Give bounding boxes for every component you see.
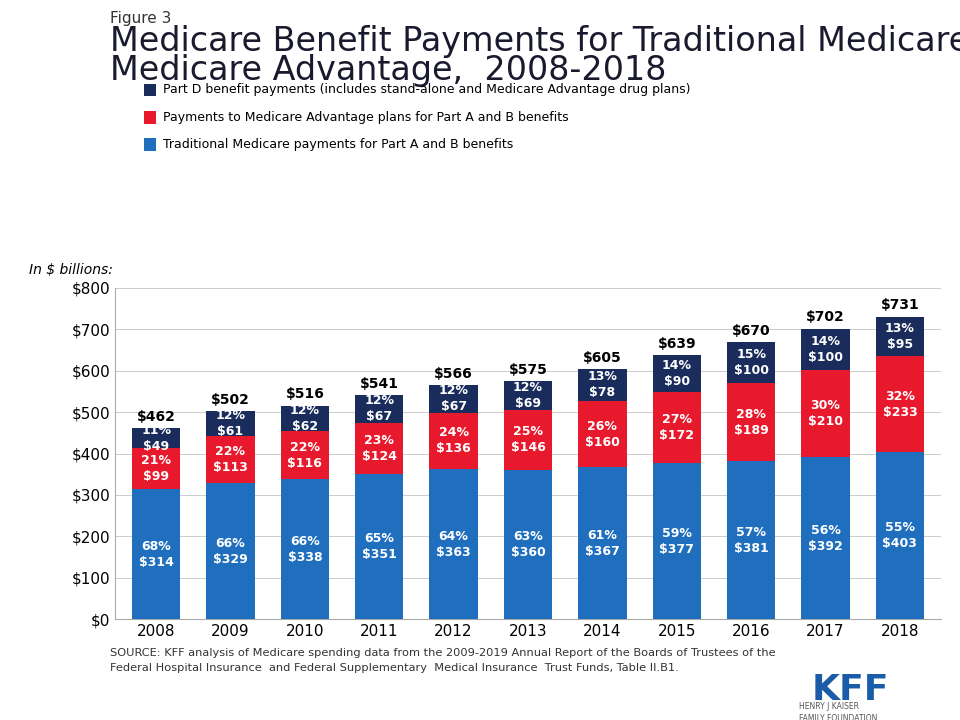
Text: 23%
$124: 23% $124	[362, 433, 396, 463]
Text: 61%
$367: 61% $367	[585, 528, 620, 558]
Text: 25%
$146: 25% $146	[511, 426, 545, 454]
Bar	[280, 480, 329, 619]
Text: $731: $731	[880, 298, 920, 312]
Text: 13%
$78: 13% $78	[588, 370, 617, 400]
Text: 57%
$381: 57% $381	[733, 526, 769, 555]
Text: Part D benefit payments (includes stand-alone and Medicare Advantage drug plans): Part D benefit payments (includes stand-…	[163, 84, 690, 96]
Text: $462: $462	[136, 410, 176, 424]
Text: 22%
$116: 22% $116	[287, 441, 323, 469]
Text: KFF: KFF	[811, 673, 889, 707]
Bar	[280, 431, 329, 480]
Text: 12%
$67: 12% $67	[439, 384, 468, 413]
Text: 28%
$189: 28% $189	[733, 408, 769, 437]
Text: 30%
$210: 30% $210	[808, 399, 843, 428]
Bar	[653, 463, 701, 619]
Text: 15%
$100: 15% $100	[733, 348, 769, 377]
Bar	[429, 385, 478, 413]
Bar	[280, 405, 329, 431]
Text: 65%
$351: 65% $351	[362, 532, 396, 561]
Text: Figure 3: Figure 3	[110, 11, 172, 26]
Text: SOURCE: KFF analysis of Medicare spending data from the 2009-2019 Annual Report : SOURCE: KFF analysis of Medicare spendin…	[110, 648, 776, 672]
Text: Payments to Medicare Advantage plans for Part A and B benefits: Payments to Medicare Advantage plans for…	[163, 111, 569, 124]
Bar	[802, 457, 850, 619]
Text: In $ billions:: In $ billions:	[29, 264, 112, 277]
Text: $670: $670	[732, 324, 771, 338]
Text: 64%
$363: 64% $363	[436, 529, 471, 559]
Text: 68%
$314: 68% $314	[138, 540, 174, 569]
Bar	[429, 413, 478, 469]
Bar	[429, 469, 478, 619]
Text: 66%
$329: 66% $329	[213, 536, 248, 566]
Bar	[355, 423, 403, 474]
Bar	[727, 462, 776, 619]
Text: 27%
$172: 27% $172	[660, 413, 694, 442]
Text: 32%
$233: 32% $233	[882, 390, 917, 418]
Text: 66%
$338: 66% $338	[288, 535, 323, 564]
Text: 13%
$95: 13% $95	[885, 322, 915, 351]
Text: 12%
$69: 12% $69	[513, 381, 543, 410]
Text: 21%
$99: 21% $99	[141, 454, 171, 483]
Text: 14%
$100: 14% $100	[808, 335, 843, 364]
Text: Medicare Advantage,  2008-2018: Medicare Advantage, 2008-2018	[110, 54, 667, 87]
Bar	[132, 428, 180, 449]
Bar	[802, 328, 850, 370]
Text: 12%
$62: 12% $62	[290, 404, 320, 433]
Text: 56%
$392: 56% $392	[808, 523, 843, 552]
Bar	[876, 452, 924, 619]
Text: $541: $541	[360, 377, 398, 391]
Bar	[132, 489, 180, 619]
Bar	[578, 369, 627, 401]
Bar	[653, 392, 701, 463]
Text: $639: $639	[658, 336, 696, 351]
Text: 11%
$49: 11% $49	[141, 423, 171, 453]
Text: 14%
$90: 14% $90	[661, 359, 692, 388]
Bar	[504, 470, 552, 619]
Text: 22%
$113: 22% $113	[213, 445, 248, 474]
Text: $605: $605	[583, 351, 622, 364]
Bar	[355, 395, 403, 423]
Text: $516: $516	[285, 387, 324, 402]
Bar	[504, 381, 552, 410]
Bar	[132, 449, 180, 489]
Text: Traditional Medicare payments for Part A and B benefits: Traditional Medicare payments for Part A…	[163, 138, 514, 151]
Bar	[206, 411, 254, 436]
Text: $575: $575	[509, 363, 547, 377]
Text: HENRY J KAISER
FAMILY FOUNDATION: HENRY J KAISER FAMILY FOUNDATION	[799, 702, 877, 720]
Text: 55%
$403: 55% $403	[882, 521, 918, 550]
Text: Medicare Benefit Payments for Traditional Medicare and: Medicare Benefit Payments for Traditiona…	[110, 25, 960, 58]
Bar	[578, 467, 627, 619]
Text: 12%
$61: 12% $61	[215, 409, 246, 438]
Text: 63%
$360: 63% $360	[511, 530, 545, 559]
Bar	[355, 474, 403, 619]
Text: $702: $702	[806, 310, 845, 325]
Bar	[876, 317, 924, 356]
Bar	[504, 410, 552, 470]
Text: $502: $502	[211, 393, 250, 407]
Bar	[578, 401, 627, 467]
Bar	[802, 370, 850, 457]
Bar	[653, 355, 701, 392]
Text: $566: $566	[434, 366, 473, 381]
Text: 59%
$377: 59% $377	[660, 526, 694, 556]
Text: 24%
$136: 24% $136	[436, 426, 471, 455]
Text: 26%
$160: 26% $160	[585, 420, 620, 449]
Bar	[727, 383, 776, 462]
Bar	[876, 356, 924, 452]
Bar	[206, 483, 254, 619]
Bar	[206, 436, 254, 483]
Polygon shape	[0, 0, 38, 79]
Text: 12%
$67: 12% $67	[364, 394, 395, 423]
Bar	[727, 342, 776, 383]
